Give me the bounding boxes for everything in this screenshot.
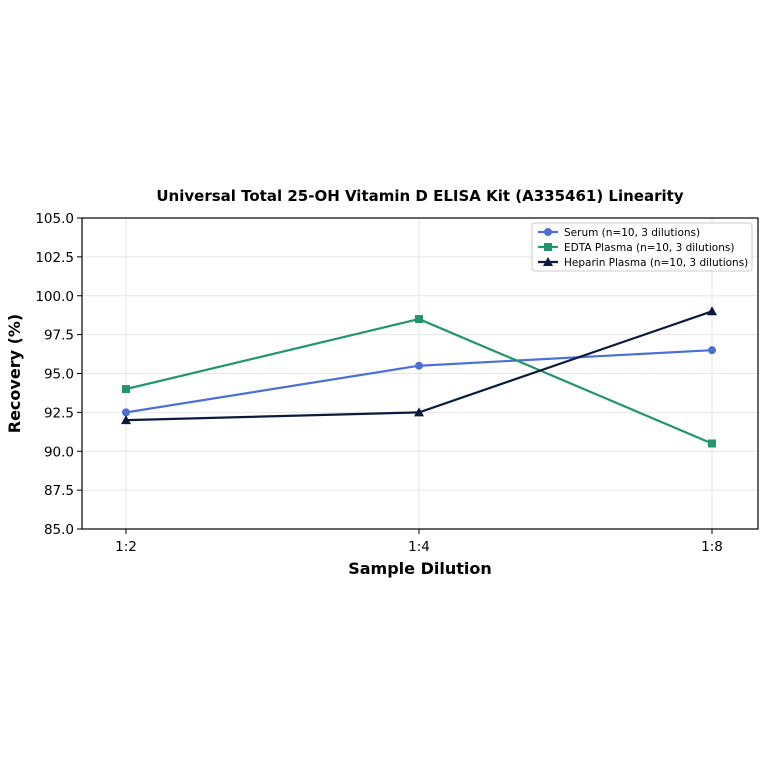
data-point-heparin-plasma	[121, 415, 131, 425]
legend-item-heparin-plasma: Heparin Plasma (n=10, 3 dilutions)	[538, 257, 748, 269]
legend-swatch-marker	[544, 243, 552, 251]
data-point-edta-plasma	[708, 439, 716, 448]
data-point-serum	[415, 361, 423, 370]
x-tick-label: 1:2	[115, 539, 137, 555]
legend-item-edta-plasma: EDTA Plasma (n=10, 3 dilutions)	[538, 242, 734, 254]
y-tick-label: 87.5	[44, 483, 74, 499]
series-serum	[122, 346, 716, 417]
data-point-serum	[708, 346, 716, 355]
series-heparin-plasma	[121, 306, 717, 425]
y-tick-label: 85.0	[44, 522, 74, 538]
x-tick-label: 1:4	[408, 539, 430, 555]
legend-label: Serum (n=10, 3 dilutions)	[564, 227, 700, 239]
data-point-heparin-plasma	[414, 407, 424, 417]
chart-title: Universal Total 25-OH Vitamin D ELISA Ki…	[156, 187, 683, 205]
x-tick-label: 1:8	[701, 539, 723, 555]
legend: Serum (n=10, 3 dilutions) EDTA Plasma (n=…	[531, 222, 753, 272]
legend-swatch-marker	[543, 257, 553, 266]
series-edta-plasma	[122, 315, 716, 448]
y-tick-label: 97.5	[44, 328, 74, 344]
y-axis-label: Recovery (%)	[5, 314, 24, 433]
x-axis-label: Sample Dilution	[348, 559, 492, 578]
y-tick-label: 95.0	[44, 367, 74, 383]
y-tick-label: 100.0	[35, 289, 74, 305]
axis-ticks: 85.0 87.5 90.0 92.5 95.0 97.5 100.0 102.5 105.0 1…	[35, 211, 723, 555]
y-tick-label: 92.5	[44, 405, 74, 421]
y-tick-label: 105.0	[35, 211, 74, 227]
data-point-edta-plasma	[122, 385, 130, 394]
legend-frame	[531, 222, 753, 272]
legend-label: EDTA Plasma (n=10, 3 dilutions)	[564, 242, 734, 254]
data-point-edta-plasma	[415, 315, 423, 324]
legend-label: Heparin Plasma (n=10, 3 dilutions)	[564, 257, 748, 269]
legend-swatch-marker	[544, 228, 552, 236]
legend-item-serum: Serum (n=10, 3 dilutions)	[538, 227, 700, 239]
data-point-serum	[122, 408, 130, 417]
y-tick-label: 102.5	[35, 250, 74, 266]
series-lines	[121, 306, 717, 448]
y-tick-label: 90.0	[44, 444, 74, 460]
data-point-heparin-plasma	[707, 306, 717, 316]
